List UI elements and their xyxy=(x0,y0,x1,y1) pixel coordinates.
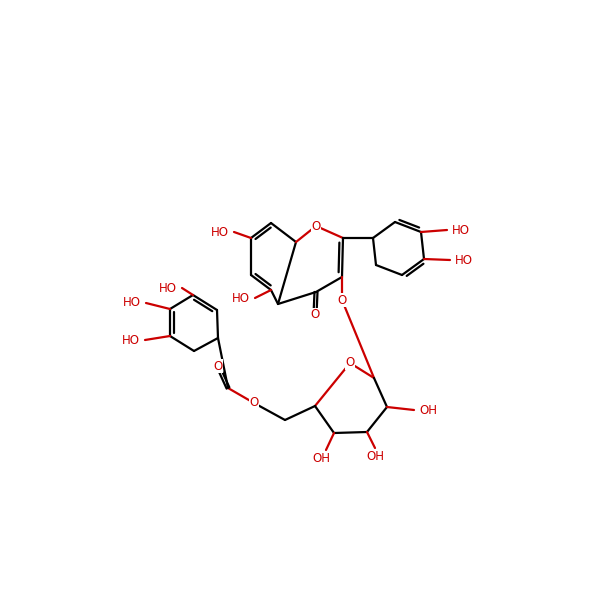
Text: O: O xyxy=(337,293,347,307)
Text: O: O xyxy=(214,359,223,373)
Text: HO: HO xyxy=(122,334,140,346)
Text: HO: HO xyxy=(452,223,470,236)
Text: O: O xyxy=(346,356,355,370)
Text: OH: OH xyxy=(312,451,330,464)
Text: O: O xyxy=(250,397,259,409)
Text: O: O xyxy=(310,308,320,322)
Text: HO: HO xyxy=(211,226,229,238)
Text: OH: OH xyxy=(419,403,437,416)
Text: HO: HO xyxy=(123,296,141,310)
Text: HO: HO xyxy=(159,281,177,295)
Text: O: O xyxy=(311,220,320,232)
Text: OH: OH xyxy=(366,449,384,463)
Text: HO: HO xyxy=(455,253,473,266)
Text: HO: HO xyxy=(232,292,250,304)
